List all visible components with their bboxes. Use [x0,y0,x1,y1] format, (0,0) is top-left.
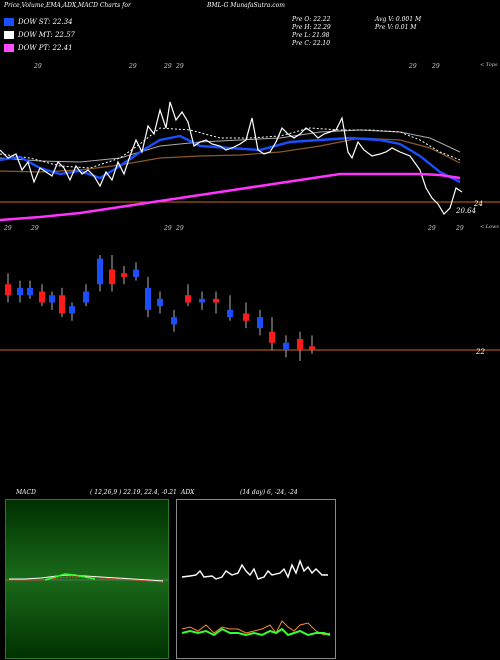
tick-bottom-6: 29 [455,225,464,232]
candle-body [145,287,151,310]
macd-histogram [44,573,96,581]
macd-line [9,574,164,582]
dow-pt-line [0,172,461,222]
tick-bottom-4: 29 [175,225,184,232]
legend-swatch-pt [4,44,14,52]
candle-body [69,306,75,314]
candle-body [309,346,315,351]
candle-body [243,313,249,321]
candle-body [27,287,33,296]
legend-swatch-st [4,18,14,26]
candle-body [283,342,289,351]
tops-label: < Tops [480,62,498,68]
candle-body [133,269,139,277]
last-price-label: 20.64 [455,207,476,215]
legend-dow-mt: DOW MT: 22.57 [4,30,75,40]
chart-title: Price,Volume,EMA,ADX,MACD Charts for [4,2,131,9]
candle-body [157,298,163,307]
candle-body [171,317,177,325]
pre-open: Pre O: 22.22 [292,16,331,23]
candle-body [269,331,275,343]
adx-white-line [181,558,328,580]
site-label: BML-G MunafaSutra.com [207,2,285,9]
legend-label-st: DOW ST: 22.34 [18,18,73,26]
tick-row-bottom: 29 29 29 29 29 29 [3,225,464,232]
candle-body [185,295,191,303]
candle-body [17,287,23,296]
candles [5,254,315,362]
pre-close: Pre C: 22.10 [292,40,331,47]
avg-volume: Avg V: 0.001 M [375,16,422,23]
candle-body [5,284,11,296]
candle-body [121,273,127,277]
adx-label: ADX [181,489,195,496]
tick-top-4: 29 [175,63,184,70]
candle-body [199,298,205,303]
tick-bottom-1: 29 [3,225,12,232]
adx-values: (14 day) 6, -24, -24 [240,489,298,496]
macd-label: MACD [16,489,36,496]
candle-body [59,295,65,314]
adx-panel [176,499,336,659]
tick-bottom-5: 29 [427,225,436,232]
tick-bottom-3: 29 [163,225,172,232]
pre-low: Pre L: 21.98 [292,32,330,39]
ohlc-col2: Avg V: 0.001 M Pre V: 0.01 M [375,16,421,32]
candle-body [213,298,219,303]
ema-dotted-line [0,127,461,169]
tick-row-top: 29 29 29 29 29 29 [33,63,440,70]
legend-swatch-mt [4,31,14,39]
legend-label-mt: DOW MT: 22.57 [18,31,75,39]
tick-top-3: 29 [163,63,172,70]
candle-panel: 22 [0,254,500,362]
pre-volume: Pre V: 0.01 M [375,24,417,31]
tick-top-2: 29 [128,63,137,70]
tick-bottom-2: 29 [30,225,39,232]
dow-mt-line [0,101,463,215]
price-panel: 29 29 29 29 29 29 < Tops 24 20.64 29 29 … [0,62,500,232]
legend-dow-pt: DOW PT: 22.41 [4,43,73,53]
pre-high: Pre H: 22.29 [292,24,331,31]
adx-green-line [181,627,331,637]
level-24-label: 24 [473,200,483,208]
tick-top-5: 29 [408,63,417,70]
candle-body [39,291,45,303]
candle-body [109,269,115,285]
candle-body [83,291,89,303]
lows-label: < Lows [480,224,499,230]
macd-values: ( 12,26,9 ) 22.19, 22.4, -0.21 [90,489,177,496]
tick-top-6: 29 [431,63,440,70]
candle-body [297,339,303,351]
candle-body [97,258,103,285]
macd-panel [5,499,169,659]
candle-body [49,295,55,303]
candle-body [227,309,233,318]
candle-body [257,317,263,329]
legend-label-pt: DOW PT: 22.41 [18,44,73,52]
level-22-label: 22 [475,348,485,356]
ohlc-col1: Pre O: 22.22 Pre H: 22.29 Pre L: 21.98 P… [292,16,331,48]
legend-dow-st: DOW ST: 22.34 [4,17,73,27]
adx-orange-line [181,620,331,636]
ema-gray-line [0,129,461,163]
tick-top-1: 29 [33,63,42,70]
